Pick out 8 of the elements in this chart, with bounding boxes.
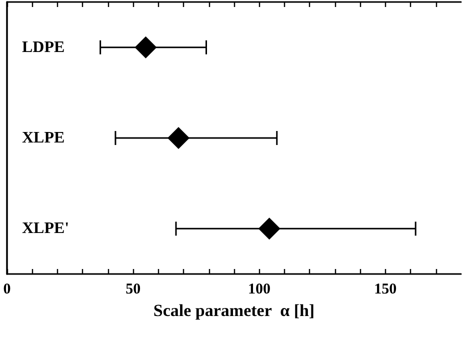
x-tick-label: 50 — [126, 282, 141, 298]
y-tick-label: XLPE — [22, 130, 65, 146]
x-axis-title: Scale parameter α [h] — [153, 300, 315, 320]
x-tick-label: 0 — [3, 282, 11, 298]
x-tick-label: 100 — [248, 282, 270, 298]
y-tick-label: LDPE — [22, 38, 65, 56]
y-tick-label: XLPE' — [22, 220, 70, 238]
x-tick-label: 150 — [374, 282, 397, 298]
